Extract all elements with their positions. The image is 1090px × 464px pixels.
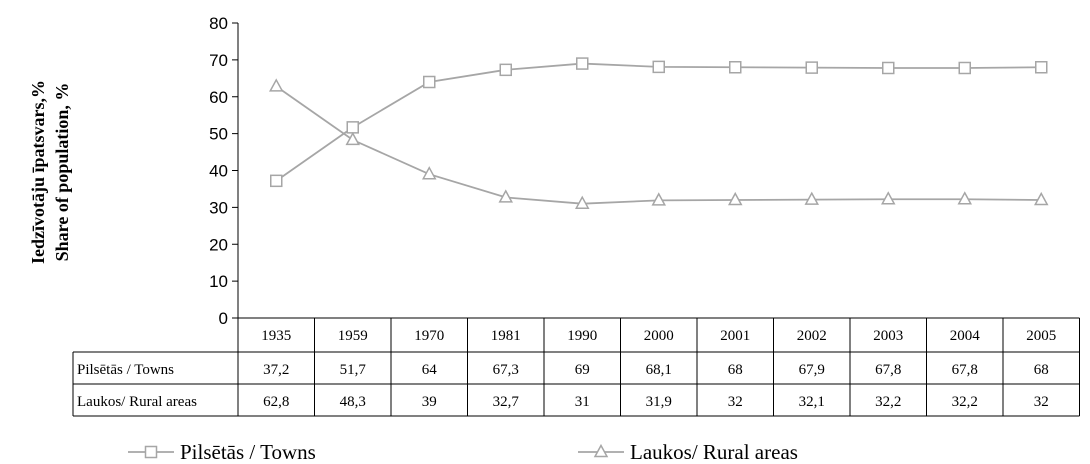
data-label: 69 — [575, 362, 590, 378]
data-point-towns — [958, 61, 971, 75]
y-axis: 0 10 20 30 40 50 60 70 80 — [209, 14, 239, 328]
legend-label-towns: Pilsētās / Towns — [180, 440, 316, 464]
data-point-towns — [1035, 61, 1048, 74]
y-tick-label: 10 — [209, 272, 228, 291]
table-row-label: Pilsētās / Towns — [77, 362, 174, 378]
y-tick-label: 50 — [209, 125, 228, 144]
data-label: 67,3 — [493, 362, 519, 378]
data-point-rural — [268, 78, 284, 92]
legend-marker-rural — [593, 443, 609, 458]
y-tick-label: 20 — [209, 235, 228, 254]
data-label: 32 — [1034, 394, 1049, 410]
data-label: 32,2 — [875, 394, 901, 410]
data-point-towns — [423, 75, 436, 89]
data-point-rural — [498, 189, 514, 203]
y-axis-title-line1: Iedzīvotāju īpatsvars,% — [28, 80, 48, 264]
y-tick-label: 70 — [209, 51, 228, 70]
x-category-label: 2000 — [644, 328, 674, 344]
data-label: 68,1 — [646, 362, 672, 378]
data-point-towns — [499, 63, 512, 77]
x-category-label: 2003 — [873, 328, 903, 344]
data-point-towns — [652, 60, 665, 74]
data-label: 31,9 — [646, 394, 672, 410]
x-category-label: 1935 — [261, 328, 291, 344]
data-label: 32 — [728, 394, 743, 410]
y-tick-label: 40 — [209, 162, 228, 181]
data-point-rural — [345, 131, 361, 146]
data-label: 62,8 — [263, 394, 289, 410]
data-label: 51,7 — [340, 362, 367, 378]
data-point-rural — [957, 191, 973, 205]
data-point-towns — [805, 61, 818, 74]
x-category-label: 2001 — [720, 328, 750, 344]
data-label: 67,9 — [799, 362, 825, 378]
data-point-rural — [651, 192, 667, 206]
data-label: 64 — [422, 362, 438, 378]
y-tick-label: 60 — [209, 88, 228, 107]
table-row-label: Laukos/ Rural areas — [77, 394, 197, 410]
x-category-label: 1970 — [414, 328, 444, 344]
x-category-label: 2005 — [1026, 328, 1056, 344]
legend: Pilsētās / Towns Laukos/ Rural areas — [128, 440, 798, 464]
data-label: 68 — [728, 362, 743, 378]
legend-label-rural: Laukos/ Rural areas — [630, 440, 798, 464]
y-axis-title: Iedzīvotāju īpatsvars,% Share of populat… — [28, 80, 72, 264]
data-point-rural — [421, 166, 437, 180]
data-label: 48,3 — [340, 394, 366, 410]
x-category-label: 1981 — [491, 328, 521, 344]
data-label: 31 — [575, 394, 590, 410]
data-label: 37,2 — [263, 362, 289, 378]
data-label: 39 — [422, 394, 437, 410]
y-tick-label: 80 — [209, 14, 228, 33]
data-point-rural — [1033, 191, 1049, 206]
data-point-towns — [270, 174, 283, 188]
data-point-towns — [729, 61, 742, 74]
data-point-towns — [576, 57, 589, 70]
data-table: 1935 1959 1970 1981 1990 2000 2001 2002 2003 2004… — [72, 317, 1080, 417]
data-label: 32,1 — [799, 394, 825, 410]
x-category-label: 2002 — [797, 328, 827, 344]
series-line-towns — [275, 62, 1042, 182]
y-tick-label: 0 — [219, 309, 228, 328]
x-category-label: 1959 — [338, 328, 368, 344]
y-tick-label: 30 — [209, 198, 228, 217]
x-category-label: 1990 — [567, 328, 597, 344]
data-point-rural — [804, 191, 820, 205]
x-category-label: 2004 — [950, 328, 981, 344]
data-point-rural — [880, 191, 896, 205]
data-label: 32,2 — [952, 394, 978, 410]
legend-marker-towns — [144, 445, 158, 459]
data-point-rural — [574, 195, 590, 209]
data-point-towns — [346, 121, 359, 134]
plot-area — [268, 57, 1049, 209]
data-point-towns — [882, 61, 895, 75]
data-label: 67,8 — [952, 362, 978, 378]
data-label: 68 — [1034, 362, 1049, 378]
y-axis-title-line2: Share of population, % — [52, 83, 72, 262]
data-point-rural — [727, 191, 743, 206]
data-label: 67,8 — [875, 362, 901, 378]
data-label: 32,7 — [493, 394, 520, 410]
